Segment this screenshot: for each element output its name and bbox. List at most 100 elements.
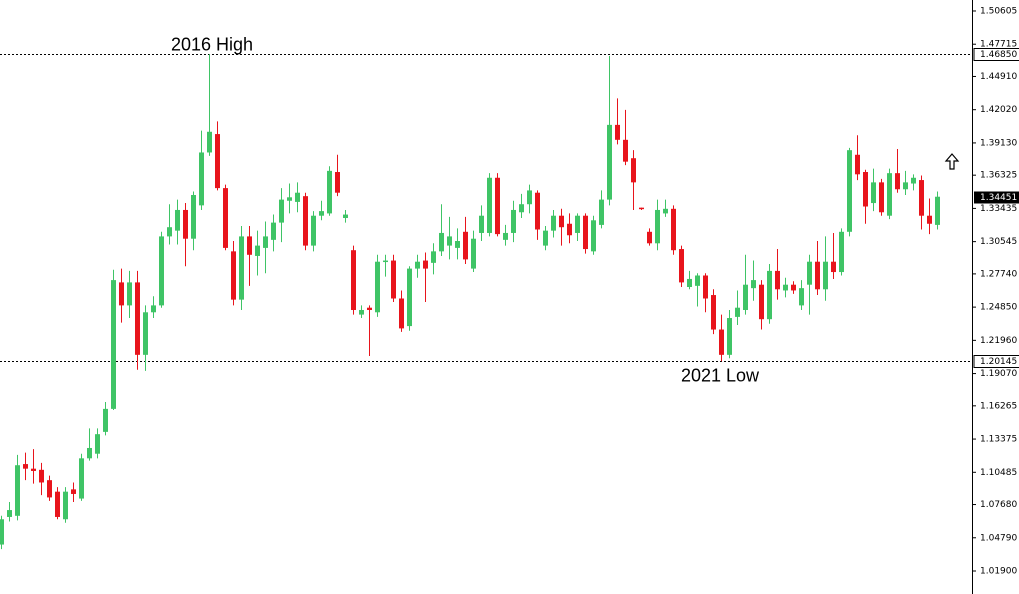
candle-body [647, 231, 652, 244]
y-tick-label: 1.33435 [980, 204, 1017, 214]
candle-body [935, 196, 940, 225]
candle-body [583, 215, 588, 250]
candle-body [759, 284, 764, 320]
candle-body [575, 215, 580, 233]
candle-body [447, 236, 452, 246]
candle-body [919, 180, 924, 216]
y-tick-label: 1.16265 [980, 401, 1017, 411]
candle-body [535, 192, 540, 230]
y-tick-label: 1.21960 [980, 336, 1017, 346]
last-price-label: 1.34451 [980, 193, 1017, 203]
candle-body [255, 245, 260, 256]
candle-body [783, 284, 788, 291]
candle-body [23, 464, 28, 469]
candle-body [199, 152, 204, 206]
y-tick-label: 1.27740 [980, 269, 1017, 279]
candle-body [487, 177, 492, 233]
candle-body [879, 182, 884, 213]
candle-body [311, 215, 316, 246]
candle-body [639, 207, 644, 210]
candle-body [175, 209, 180, 231]
y-tick-label: 1.04790 [980, 533, 1017, 543]
candle-body [303, 196, 308, 246]
candle-body [271, 222, 276, 240]
candle-body [663, 208, 668, 214]
candle-body [95, 434, 100, 454]
candle-body [391, 260, 396, 299]
candle-body [471, 238, 476, 269]
candle-body [551, 215, 556, 231]
candle-body [295, 192, 300, 202]
candle-body [711, 295, 716, 330]
candle-body [0, 519, 4, 545]
candle-body [519, 204, 524, 213]
candle-body [55, 491, 60, 517]
candle-body [407, 268, 412, 327]
candle-body [615, 124, 620, 140]
candle-body [127, 282, 132, 306]
candle-body [119, 282, 124, 306]
candle-body [223, 188, 228, 248]
candle-body [39, 469, 44, 483]
candle-body [839, 231, 844, 273]
candle-body [631, 158, 636, 183]
candle-body [231, 251, 236, 300]
candle-body [431, 251, 436, 263]
candle-body [503, 232, 508, 240]
candle-body [359, 309, 364, 315]
candle-body [767, 270, 772, 320]
candle-body [263, 236, 268, 248]
y-tick-label: 1.42020 [980, 105, 1017, 115]
arrow-icon [944, 153, 960, 170]
candle-body [47, 480, 52, 498]
candle-body [335, 172, 340, 193]
candle-body [735, 307, 740, 317]
candle-body [799, 288, 804, 306]
level-label: 1.46850 [980, 50, 1017, 60]
candle-body [775, 270, 780, 290]
candle-body [247, 236, 252, 255]
candle-body [511, 209, 516, 233]
candle-body [71, 489, 76, 494]
candle-body [743, 284, 748, 310]
candle-body [103, 408, 108, 432]
candle-body [567, 223, 572, 236]
candle-body [111, 280, 116, 409]
candle-body [543, 230, 548, 246]
candle-body [671, 208, 676, 251]
candle-body [7, 510, 12, 517]
candle-body [479, 215, 484, 233]
candle-body [823, 261, 828, 290]
candle-body [215, 134, 220, 189]
candle-body [15, 465, 20, 516]
candle-body [911, 177, 916, 184]
candle-body [63, 491, 68, 520]
candle-body [159, 236, 164, 306]
candle-body [751, 280, 756, 289]
candle-body [591, 220, 596, 252]
y-tick-label: 1.07680 [980, 500, 1017, 510]
candle-body [463, 231, 468, 260]
candle-body [863, 172, 868, 207]
y-tick-label: 1.24850 [980, 303, 1017, 313]
candle-body [847, 150, 852, 232]
candle-body [87, 447, 92, 459]
candle-body [279, 199, 284, 223]
candle-body [383, 260, 388, 263]
candle-body [791, 284, 796, 291]
candle-body [687, 278, 692, 287]
candle-body [599, 199, 604, 225]
candle-body [815, 261, 820, 290]
candle-body [415, 261, 420, 269]
candle-body [559, 215, 564, 228]
candle-body [495, 177, 500, 235]
candle-body [695, 275, 700, 286]
candle-body [895, 173, 900, 190]
candle-body [79, 458, 84, 499]
level-label: 1.20145 [980, 357, 1017, 367]
y-tick-label: 1.13375 [980, 435, 1017, 445]
candle-body [871, 182, 876, 204]
candle-body [455, 241, 460, 248]
candle-body [607, 124, 612, 200]
